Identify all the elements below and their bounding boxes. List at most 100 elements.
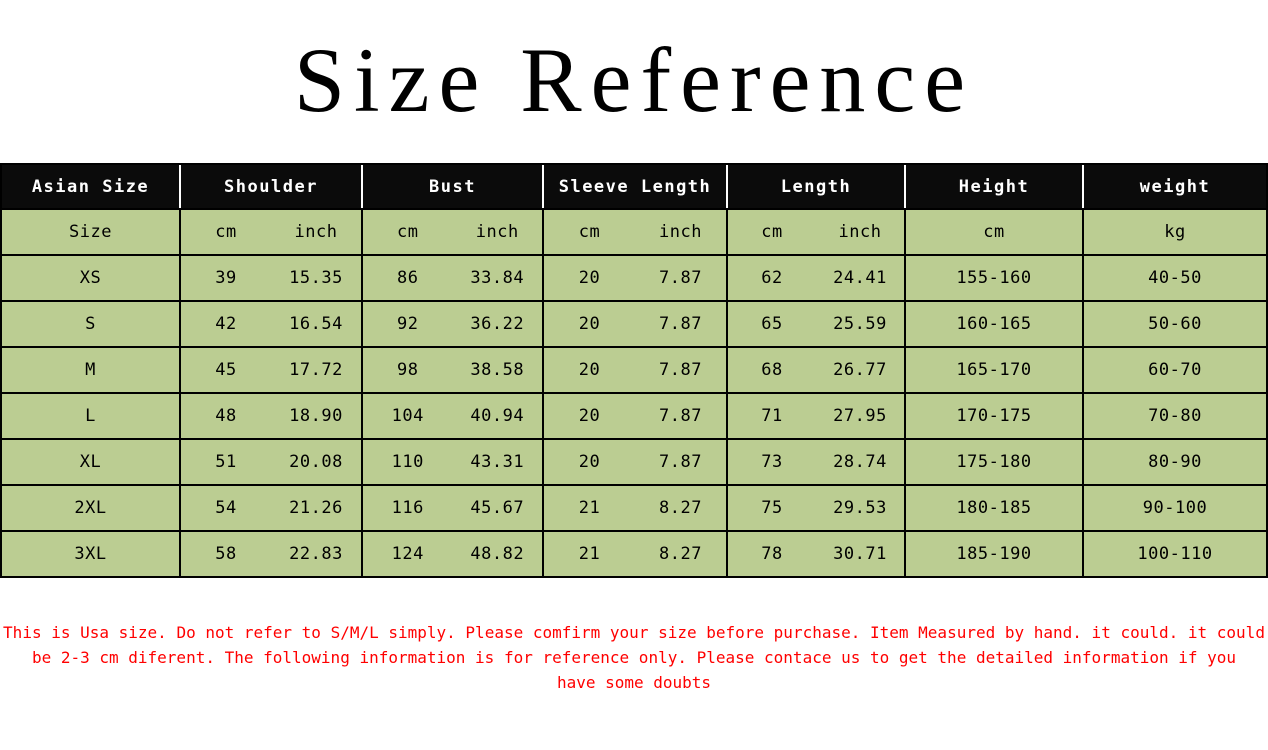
cell-value: 116 (391, 498, 424, 518)
cell-bust: 92 36.22 (363, 302, 544, 346)
cell-value: 45.67 (470, 498, 525, 518)
header-weight: weight (1084, 165, 1266, 208)
cell-weight: 80-90 (1084, 440, 1266, 484)
unit-inch: inch (838, 222, 882, 242)
cell-bust: 110 43.31 (363, 440, 544, 484)
cell-value: 75 (761, 498, 783, 518)
cell-value: 40.94 (470, 406, 525, 426)
cell-value: 7.87 (659, 268, 702, 288)
cell-value: 42 (215, 314, 237, 334)
cell-length: 71 27.95 (728, 394, 906, 438)
unit-cm: cm (761, 222, 783, 242)
cell-length: 62 24.41 (728, 256, 906, 300)
cell-value: 8.27 (659, 544, 702, 564)
unit-weight-kg: kg (1084, 210, 1266, 254)
unit-cm: cm (215, 222, 237, 242)
cell-weight: 60-70 (1084, 348, 1266, 392)
cell-sleeve: 21 8.27 (544, 532, 728, 576)
cell-value: 86 (397, 268, 419, 288)
cell-length: 78 30.71 (728, 532, 906, 576)
unit-inch: inch (659, 222, 702, 242)
cell-weight: 100-110 (1084, 532, 1266, 576)
cell-value: 24.41 (833, 268, 887, 288)
table-row: 2XL 54 21.26 116 45.67 21 8.27 75 29.53 180-… (2, 486, 1266, 532)
cell-value: 39 (215, 268, 237, 288)
cell-length: 65 25.59 (728, 302, 906, 346)
header-height: Height (906, 165, 1084, 208)
cell-value: 62 (761, 268, 783, 288)
header-bust: Bust (363, 165, 544, 208)
cell-value: 21.26 (289, 498, 343, 518)
table-units-row: Size cm inch cm inch cm inch cm inch cm kg (2, 210, 1266, 256)
cell-weight: 70-80 (1084, 394, 1266, 438)
cell-value: 54 (215, 498, 237, 518)
cell-value: 110 (391, 452, 424, 472)
cell-value: 20 (578, 268, 601, 288)
disclaimer-line: This is Usa size. Do not refer to S/M/L … (3, 623, 1265, 642)
table-row: M 45 17.72 98 38.58 20 7.87 68 26.77 165-170… (2, 348, 1266, 394)
cell-value: 20 (578, 314, 601, 334)
cell-value: 16.54 (289, 314, 343, 334)
cell-size: 2XL (2, 486, 181, 530)
cell-bust: 98 38.58 (363, 348, 544, 392)
cell-value: 65 (761, 314, 783, 334)
cell-value: 28.74 (833, 452, 887, 472)
cell-value: 58 (215, 544, 237, 564)
cell-bust: 116 45.67 (363, 486, 544, 530)
unit-length: cm inch (728, 210, 906, 254)
header-sleeve-length: Sleeve Length (544, 165, 728, 208)
cell-height: 170-175 (906, 394, 1084, 438)
header-asian-size: Asian Size (2, 165, 181, 208)
cell-value: 38.58 (470, 360, 525, 380)
cell-sleeve: 20 7.87 (544, 302, 728, 346)
cell-value: 36.22 (470, 314, 525, 334)
cell-value: 20.08 (289, 452, 343, 472)
table-row: XS 39 15.35 86 33.84 20 7.87 62 24.41 155-16… (2, 256, 1266, 302)
unit-inch: inch (294, 222, 338, 242)
cell-value: 30.71 (833, 544, 887, 564)
cell-value: 17.72 (289, 360, 343, 380)
cell-size: S (2, 302, 181, 346)
cell-value: 73 (761, 452, 783, 472)
cell-bust: 104 40.94 (363, 394, 544, 438)
cell-value: 98 (397, 360, 419, 380)
cell-value: 7.87 (659, 406, 702, 426)
unit-inch: inch (475, 222, 519, 242)
cell-height: 165-170 (906, 348, 1084, 392)
cell-shoulder: 58 22.83 (181, 532, 363, 576)
unit-bust: cm inch (363, 210, 544, 254)
cell-value: 48 (215, 406, 237, 426)
cell-value: 8.27 (659, 498, 702, 518)
cell-value: 43.31 (470, 452, 525, 472)
cell-size: 3XL (2, 532, 181, 576)
cell-value: 18.90 (289, 406, 343, 426)
table-row: XL 51 20.08 110 43.31 20 7.87 73 28.74 175-1… (2, 440, 1266, 486)
disclaimer-line: be 2-3 cm diferent. The following inform… (31, 648, 1237, 667)
cell-value: 20 (578, 360, 601, 380)
cell-weight: 90-100 (1084, 486, 1266, 530)
cell-value: 45 (215, 360, 237, 380)
cell-value: 71 (761, 406, 783, 426)
size-reference-table: Asian Size Shoulder Bust Sleeve Length L… (0, 163, 1268, 578)
cell-bust: 86 33.84 (363, 256, 544, 300)
cell-value: 20 (578, 406, 601, 426)
cell-value: 22.83 (289, 544, 343, 564)
cell-height: 175-180 (906, 440, 1084, 484)
cell-value: 92 (397, 314, 419, 334)
cell-size: L (2, 394, 181, 438)
cell-length: 75 29.53 (728, 486, 906, 530)
cell-shoulder: 39 15.35 (181, 256, 363, 300)
cell-sleeve: 21 8.27 (544, 486, 728, 530)
cell-value: 7.87 (659, 360, 702, 380)
cell-length: 73 28.74 (728, 440, 906, 484)
unit-cm: cm (397, 222, 419, 242)
header-shoulder: Shoulder (181, 165, 363, 208)
cell-value: 104 (391, 406, 424, 426)
cell-height: 160-165 (906, 302, 1084, 346)
table-row: 3XL 58 22.83 124 48.82 21 8.27 78 30.71 185-… (2, 532, 1266, 576)
disclaimer-text: This is Usa size. Do not refer to S/M/L … (0, 620, 1268, 695)
cell-value: 20 (578, 452, 601, 472)
cell-shoulder: 45 17.72 (181, 348, 363, 392)
cell-length: 68 26.77 (728, 348, 906, 392)
cell-size: XL (2, 440, 181, 484)
